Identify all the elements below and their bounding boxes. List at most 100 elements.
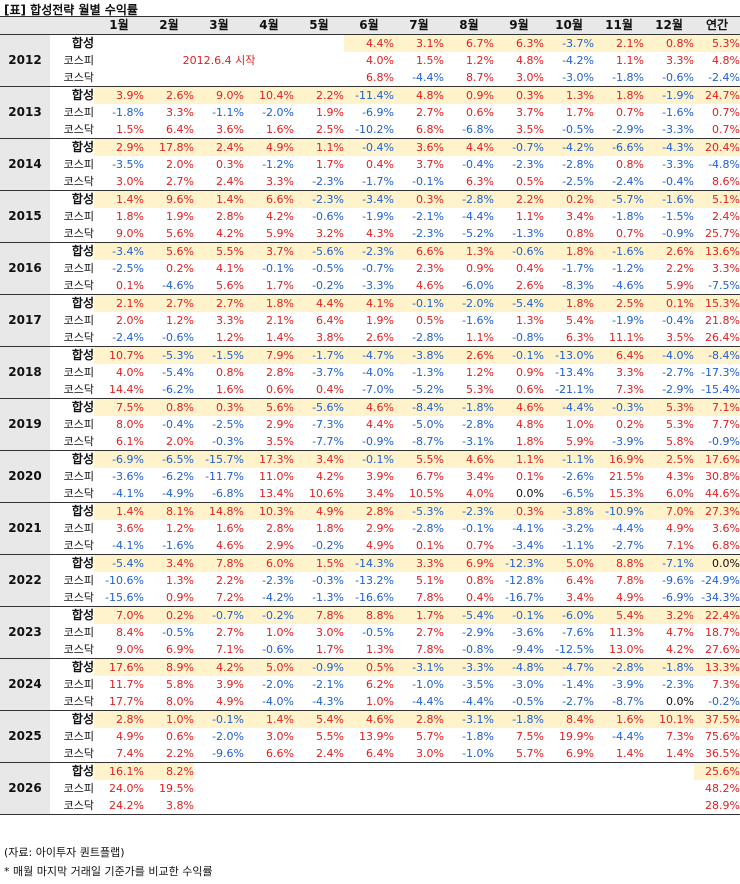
value-cell: 3.3% bbox=[666, 54, 694, 67]
value-cell: 0.8% bbox=[544, 225, 594, 243]
value-cell: -3.3% bbox=[444, 658, 494, 676]
value-cell: 4.1% bbox=[216, 262, 244, 275]
value-cell: 3.2% bbox=[644, 606, 694, 624]
value-cell: 4.4% bbox=[366, 418, 394, 431]
value-cell: -3.5% bbox=[462, 678, 494, 691]
value-cell: 0.8% bbox=[466, 574, 494, 587]
value-cell bbox=[594, 762, 644, 780]
value-cell: -1.7% bbox=[344, 173, 394, 191]
value-cell: 5.3% bbox=[666, 418, 694, 431]
row-label: 합성 bbox=[71, 504, 94, 518]
table-row: 코스피 2.0% 1.2% 3.3% 2.1% 6.4% 1.9% 0.5% -1.6% 1.3%… bbox=[0, 312, 740, 329]
value-cell: 1.6% bbox=[194, 381, 244, 399]
header-month: 12월 bbox=[644, 16, 694, 35]
value-cell: 0.4% bbox=[444, 589, 494, 607]
value-cell: -0.7% bbox=[494, 138, 544, 156]
value-cell: -9.4% bbox=[494, 641, 544, 659]
value-cell: 1.5% bbox=[294, 554, 344, 572]
value-cell: -4.4% bbox=[462, 210, 494, 223]
value-cell: -8.7% bbox=[394, 433, 444, 451]
annual-value-cell: 75.6% bbox=[705, 730, 740, 743]
value-cell: 2.9% bbox=[266, 418, 294, 431]
value-cell: 4.3% bbox=[344, 225, 394, 243]
value-cell: 1.9% bbox=[366, 314, 394, 327]
value-cell: -2.3% bbox=[512, 158, 544, 171]
row-label: 합성 bbox=[71, 296, 94, 310]
value-cell: 3.1% bbox=[394, 34, 444, 52]
value-cell: 6.8% bbox=[344, 69, 394, 87]
value-cell: 0.3% bbox=[394, 190, 444, 208]
header-corner bbox=[0, 16, 50, 35]
value-cell: 1.8% bbox=[594, 86, 644, 104]
value-cell: -0.7% bbox=[362, 262, 394, 275]
value-cell: -0.5% bbox=[544, 121, 594, 139]
annual-value-cell: 13.3% bbox=[694, 658, 740, 676]
row-label: 코스닥 bbox=[50, 277, 94, 295]
value-cell: 8.9% bbox=[144, 658, 194, 676]
value-cell: -0.5% bbox=[494, 693, 544, 711]
table-row: 코스닥 6.8% -4.4% 8.7% 3.0% -3.0% -1.8% -0.6% -2.4% bbox=[0, 69, 740, 87]
value-cell: 2.1% bbox=[594, 34, 644, 52]
value-cell: -0.5% bbox=[162, 626, 194, 639]
table-row-main: 2020 합성 -6.9% -6.5% -15.7% 17.3% 3.4% -0.1% 5.5%… bbox=[0, 450, 740, 503]
value-cell: -9.6% bbox=[662, 574, 694, 587]
value-cell bbox=[194, 69, 244, 87]
value-cell: 7.8% bbox=[394, 589, 444, 607]
value-cell: 1.3% bbox=[166, 574, 194, 587]
value-cell: -3.7% bbox=[544, 34, 594, 52]
value-cell: 5.3% bbox=[444, 381, 494, 399]
value-cell: -6.6% bbox=[594, 138, 644, 156]
value-cell: -0.4% bbox=[462, 158, 494, 171]
row-label: 코스피 bbox=[63, 106, 94, 119]
header-month: 7월 bbox=[394, 16, 444, 35]
value-cell: 6.4% bbox=[316, 314, 344, 327]
value-cell: 0.7% bbox=[444, 537, 494, 555]
value-cell: -0.6% bbox=[644, 69, 694, 87]
row-label: 합성 bbox=[71, 348, 94, 362]
year-cell: 2022 bbox=[0, 554, 50, 607]
value-cell: 3.3% bbox=[166, 106, 194, 119]
annual-value-cell: 28.9% bbox=[694, 797, 740, 815]
annual-value-cell: 6.8% bbox=[694, 537, 740, 555]
value-cell bbox=[244, 780, 294, 797]
value-cell: 0.2% bbox=[166, 262, 194, 275]
value-cell: 3.8% bbox=[144, 797, 194, 815]
value-cell: -3.1% bbox=[444, 433, 494, 451]
value-cell: 1.3% bbox=[444, 242, 494, 260]
value-cell: -3.0% bbox=[544, 69, 594, 87]
table-row-main: 2022 합성 -5.4% 3.4% 7.8% 6.0% 1.5% -14.3% 3.3% 6.9… bbox=[0, 554, 740, 607]
row-label: 합성 bbox=[71, 244, 94, 258]
value-cell: 1.1% bbox=[616, 54, 644, 67]
annual-value-cell: 36.5% bbox=[694, 745, 740, 763]
value-cell: 2.2% bbox=[144, 745, 194, 763]
value-cell: 6.6% bbox=[394, 242, 444, 260]
value-cell: 1.2% bbox=[166, 522, 194, 535]
value-cell: 2.2% bbox=[494, 190, 544, 208]
annual-value-cell: -34.3% bbox=[694, 589, 740, 607]
value-cell: -12.3% bbox=[494, 554, 544, 572]
value-cell: -3.8% bbox=[394, 346, 444, 364]
value-cell: -0.9% bbox=[344, 433, 394, 451]
annual-value-cell: 22.4% bbox=[694, 606, 740, 624]
value-cell: 24.0% bbox=[109, 782, 144, 795]
annual-value-cell: 25.7% bbox=[694, 225, 740, 243]
value-cell: -1.8% bbox=[594, 69, 644, 87]
value-cell: 1.4% bbox=[594, 745, 644, 763]
table-row: 코스닥 17.7% 8.0% 4.9% -4.0% -4.3% 1.0% -4.4% -4.4%… bbox=[0, 693, 740, 711]
table-body: 2012 합성 4.4% 3.1% 6.7% 6.3% -3.7% 2.1% 0.8% 5.3% 코… bbox=[0, 34, 740, 815]
value-cell: 8.0% bbox=[116, 418, 144, 431]
value-cell: 4.2% bbox=[194, 658, 244, 676]
value-cell bbox=[194, 762, 244, 780]
value-cell: 3.0% bbox=[494, 69, 544, 87]
value-cell bbox=[294, 780, 344, 797]
value-cell: 0.8% bbox=[644, 34, 694, 52]
value-cell: 1.4% bbox=[244, 329, 294, 347]
value-cell bbox=[644, 780, 694, 797]
annual-value-cell: 20.4% bbox=[694, 138, 740, 156]
value-cell: 2.5% bbox=[594, 294, 644, 312]
table-row-main: 2017 합성 2.1% 2.7% 2.7% 1.8% 4.4% 4.1% -0.1% -2.0%… bbox=[0, 294, 740, 347]
value-cell: 1.5% bbox=[416, 54, 444, 67]
table-row-main: 2013 합성 3.9% 2.6% 9.0% 10.4% 2.2% -11.4% 4.8% 0.9… bbox=[0, 86, 740, 139]
value-cell: 5.6% bbox=[144, 225, 194, 243]
year-cell: 2026 bbox=[0, 762, 50, 815]
